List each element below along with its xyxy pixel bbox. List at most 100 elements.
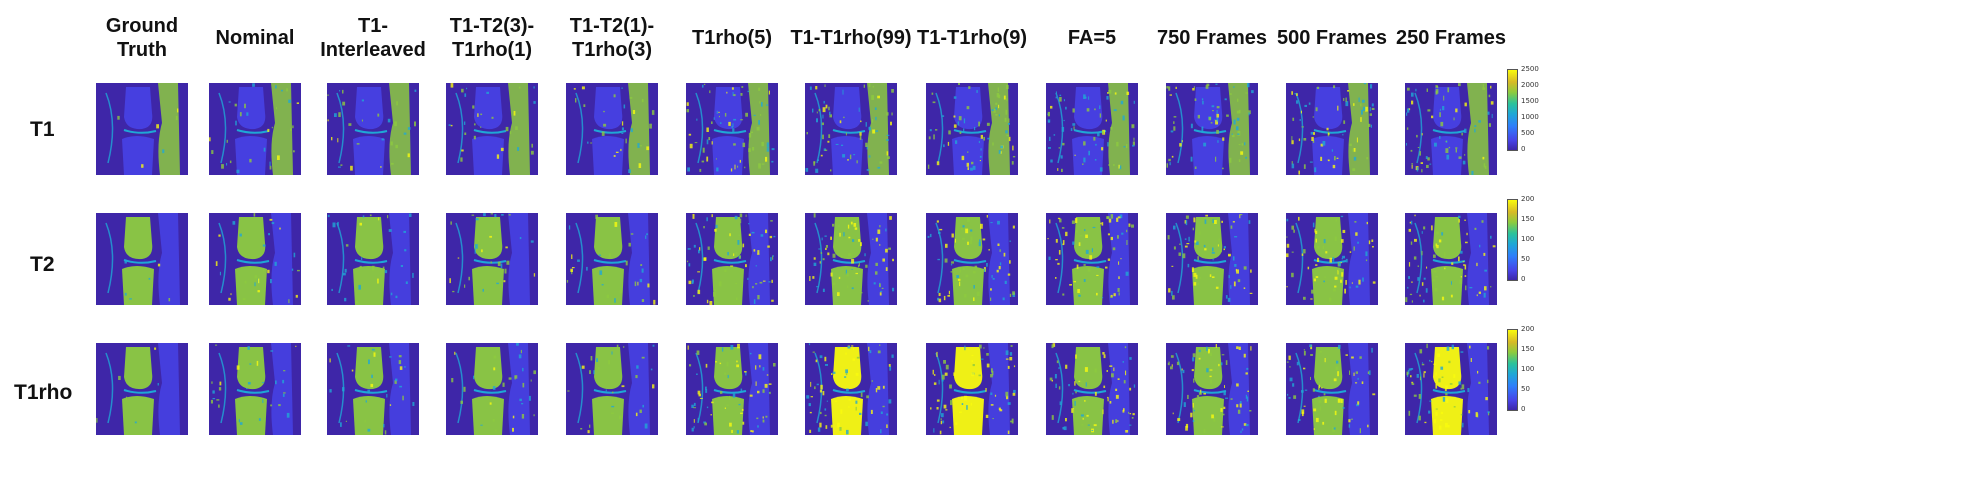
speckle bbox=[805, 168, 809, 172]
speckle bbox=[652, 384, 655, 389]
speckle bbox=[773, 235, 776, 238]
speckle bbox=[1345, 97, 1347, 102]
speckle bbox=[1319, 384, 1321, 388]
cartilage-line bbox=[1073, 389, 1107, 394]
speckle bbox=[951, 233, 954, 238]
speckle bbox=[845, 269, 847, 275]
tissue-line bbox=[1414, 352, 1423, 424]
speckle bbox=[890, 121, 892, 126]
speckle bbox=[1291, 91, 1293, 95]
speckle bbox=[1236, 117, 1240, 121]
speckle bbox=[815, 86, 818, 90]
speckle bbox=[859, 412, 862, 415]
speckle bbox=[1003, 95, 1006, 100]
speckle bbox=[407, 153, 410, 158]
speckle bbox=[1056, 360, 1059, 364]
muscle-region bbox=[1348, 83, 1370, 175]
speckle bbox=[735, 252, 738, 255]
speckle bbox=[1074, 154, 1076, 156]
speckle bbox=[1007, 402, 1011, 405]
speckle bbox=[1372, 393, 1376, 396]
speckle bbox=[1351, 282, 1353, 284]
speckle bbox=[463, 386, 466, 392]
tibia-region bbox=[235, 136, 267, 175]
speckle bbox=[1190, 123, 1193, 129]
speckle bbox=[1048, 120, 1050, 123]
speckle bbox=[340, 164, 343, 166]
speckle bbox=[468, 276, 470, 281]
speckle bbox=[1218, 363, 1220, 367]
speckle bbox=[966, 405, 968, 410]
speckle bbox=[860, 292, 863, 294]
tibia-region bbox=[952, 266, 984, 305]
speckle bbox=[1286, 218, 1289, 222]
speckle bbox=[1062, 427, 1065, 430]
speckle bbox=[990, 392, 993, 395]
tibia-region bbox=[592, 266, 624, 305]
speckle bbox=[719, 122, 722, 124]
speckle bbox=[1291, 140, 1294, 145]
speckle bbox=[967, 241, 969, 245]
speckle bbox=[1349, 251, 1352, 253]
speckle bbox=[586, 266, 588, 271]
speckle bbox=[1211, 276, 1215, 278]
speckle bbox=[874, 107, 877, 110]
speckle bbox=[1078, 380, 1081, 382]
femur-region bbox=[1194, 347, 1223, 390]
muscle-region bbox=[389, 213, 411, 305]
speckle bbox=[450, 221, 452, 225]
speckle bbox=[1477, 370, 1479, 374]
speckle bbox=[745, 214, 747, 217]
speckle bbox=[732, 393, 736, 398]
speckle bbox=[1185, 215, 1189, 219]
cartilage-line bbox=[953, 129, 987, 134]
speckle bbox=[729, 422, 732, 427]
speckle bbox=[1421, 363, 1425, 366]
speckle bbox=[1355, 285, 1359, 288]
speckle bbox=[721, 347, 724, 352]
speckle bbox=[1447, 87, 1450, 93]
speckle bbox=[1079, 235, 1083, 237]
speckle bbox=[995, 114, 998, 116]
speckle bbox=[1193, 86, 1195, 89]
speckle bbox=[253, 213, 256, 217]
speckle bbox=[1342, 229, 1346, 233]
speckle bbox=[1334, 285, 1337, 288]
speckle bbox=[962, 268, 965, 270]
speckle bbox=[706, 217, 708, 222]
colorbar-tick-label: 50 bbox=[1521, 385, 1530, 393]
speckle bbox=[948, 290, 950, 295]
speckle bbox=[727, 374, 729, 379]
femur-region bbox=[237, 347, 266, 390]
speckle bbox=[1216, 117, 1219, 122]
speckle bbox=[371, 348, 375, 351]
speckle bbox=[971, 372, 974, 377]
speckle bbox=[1109, 365, 1113, 367]
speckle bbox=[860, 392, 863, 397]
speckle bbox=[254, 282, 256, 287]
speckle bbox=[490, 261, 493, 264]
speckle bbox=[1449, 383, 1453, 385]
speckle bbox=[1439, 108, 1441, 111]
speckle bbox=[1479, 244, 1481, 248]
speckle bbox=[365, 400, 367, 403]
speckle bbox=[1488, 123, 1491, 127]
speckle bbox=[1455, 148, 1457, 153]
speckle bbox=[714, 229, 717, 232]
speckle bbox=[398, 360, 402, 365]
speckle bbox=[581, 365, 585, 369]
speckle bbox=[824, 356, 827, 362]
tissue-line bbox=[1295, 352, 1304, 424]
speckle bbox=[1453, 374, 1456, 378]
speckle bbox=[858, 107, 860, 112]
speckle bbox=[1246, 367, 1249, 370]
speckle bbox=[1110, 296, 1113, 298]
map-panel bbox=[926, 83, 1018, 175]
speckle bbox=[1308, 102, 1311, 105]
speckle bbox=[1310, 354, 1313, 356]
speckle bbox=[758, 354, 762, 360]
speckle bbox=[1120, 258, 1122, 260]
speckle bbox=[809, 86, 812, 90]
speckle bbox=[249, 363, 252, 365]
speckle bbox=[762, 367, 765, 371]
